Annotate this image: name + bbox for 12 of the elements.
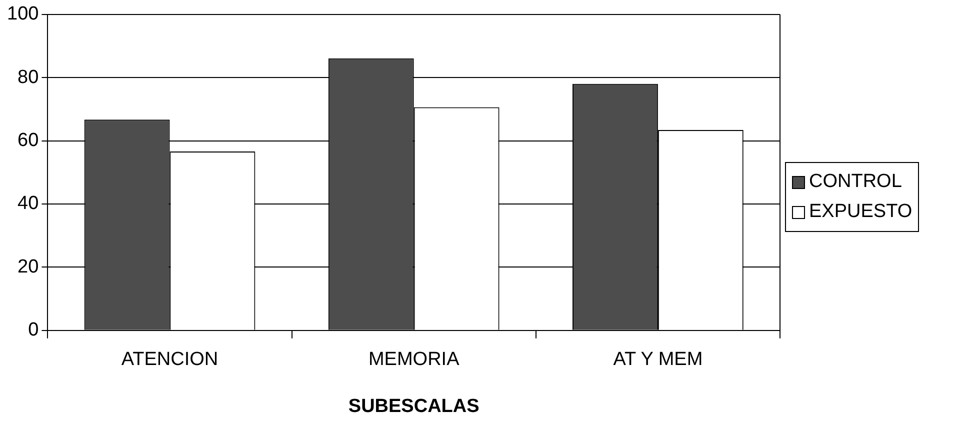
y-tick-label: 0 xyxy=(28,320,39,341)
y-tick-label: 80 xyxy=(18,66,39,88)
legend-label: CONTROL xyxy=(809,170,902,194)
y-tick-label: 60 xyxy=(18,130,39,152)
y-tick-label: 100 xyxy=(7,4,39,25)
y-tick-label: 40 xyxy=(18,193,39,214)
x-tick-label: MEMORIA xyxy=(368,349,460,370)
x-tick-label: AT Y MEM xyxy=(613,349,703,370)
x-tick-label: ATENCION xyxy=(121,349,218,370)
x-axis-title: SUBESCALAS xyxy=(348,396,480,417)
y-tick-label: 20 xyxy=(18,256,39,278)
text: EXPUESTO xyxy=(809,200,912,224)
